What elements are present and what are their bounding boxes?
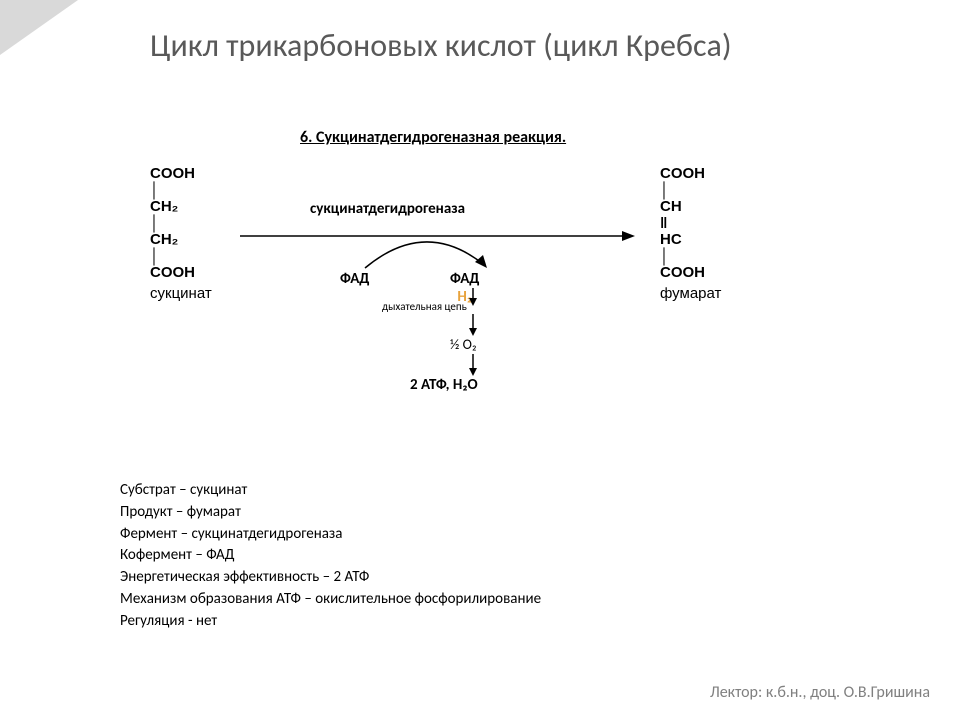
note-line: Энергетическая эффективность – 2 АТФ (120, 567, 541, 589)
mol-line: │ (660, 249, 721, 266)
cofactor-arc-icon (355, 228, 495, 272)
arrow-down-icon (467, 354, 479, 376)
atp-output-label: 2 АТФ, H₂O (410, 376, 478, 394)
slide-title: Цикл трикарбоновых кислот (цикл Кребса) (150, 28, 920, 65)
mol-line: CH₂ (150, 232, 212, 249)
note-line: Фермент – сукцинатдегидрогеназа (120, 524, 541, 546)
note-line: Продукт – фумарат (120, 502, 541, 524)
mol-line: HC (660, 232, 721, 249)
reaction-subtitle: 6. Сукцинатдегидрогеназная реакция. (300, 128, 566, 147)
respiratory-chain-label: дыхательная цепь (382, 300, 467, 313)
note-line: Кофермент – ФАД (120, 545, 541, 567)
lecturer-credit: Лектор: к.б.н., доц. О.В.Гришина (710, 683, 930, 702)
note-line: Субстрат – сукцинат (120, 480, 541, 502)
substrate-molecule: COOH │ CH₂ │ CH₂ │ COOH сукцинат (150, 166, 212, 302)
corner-decoration (0, 0, 78, 55)
mol-line: COOH (150, 166, 212, 183)
mol-line: │ (150, 249, 212, 266)
mol-line: CH (660, 199, 721, 216)
mol-line: │ (150, 216, 212, 233)
enzyme-label: сукцинатдегидрогеназа (310, 200, 465, 218)
mol-line: COOH (660, 265, 721, 282)
product-molecule: COOH │ CH ‖ HC │ COOH фумарат (660, 166, 721, 302)
cofactor-out-prefix: ФАД (450, 270, 479, 288)
substrate-name: сукцинат (150, 286, 212, 303)
product-name: фумарат (660, 286, 721, 303)
reaction-notes: Субстрат – сукцинат Продукт – фумарат Фе… (120, 480, 541, 632)
mol-line: CH₂ (150, 199, 212, 216)
mol-line: │ (660, 183, 721, 200)
mol-line: COOH (150, 265, 212, 282)
cofactor-in: ФАД (340, 270, 369, 288)
note-line: Регуляция - нет (120, 611, 541, 633)
mol-line: │ (150, 183, 212, 200)
note-line: Механизм образования АТФ – окислительное… (120, 589, 541, 611)
oxygen-label: ½ O₂ (450, 336, 477, 353)
mol-line: COOH (660, 166, 721, 183)
reaction-diagram: COOH │ CH₂ │ CH₂ │ COOH сукцинат COOH │ … (120, 160, 840, 420)
mol-line: ‖ (660, 216, 721, 233)
arrow-down-icon (467, 314, 479, 336)
arrow-down-icon (467, 288, 479, 306)
